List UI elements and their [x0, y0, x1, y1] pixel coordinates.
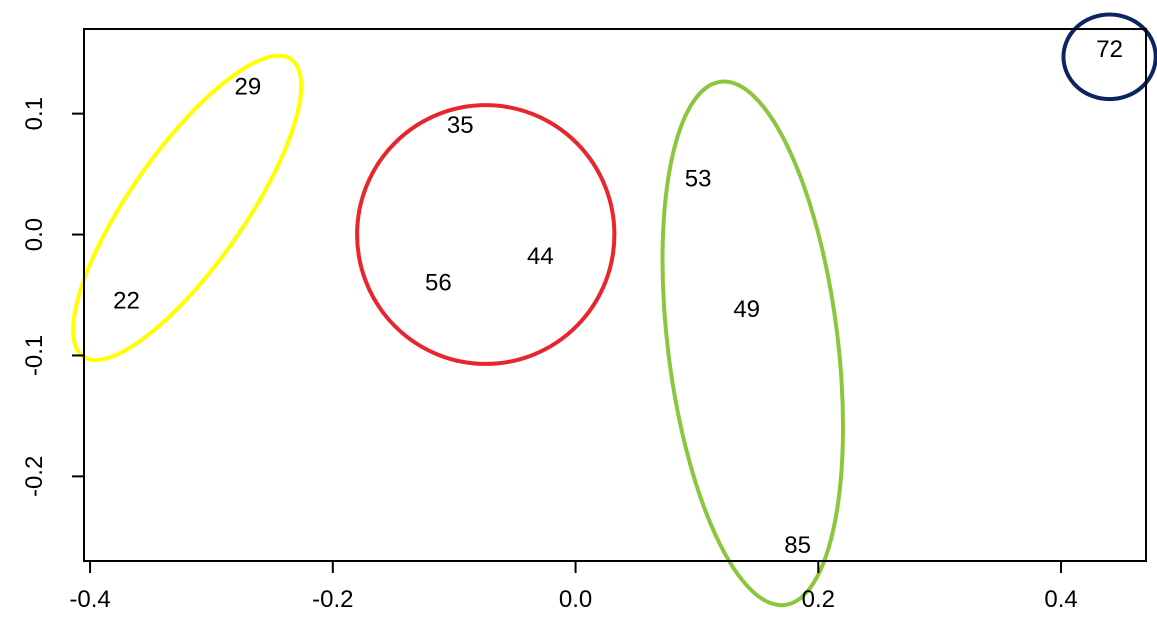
x-axis: -0.4 -0.2 0.0 0.2 0.4 — [69, 561, 1078, 613]
y-tick-label: 0.1 — [21, 97, 48, 130]
point-label: 35 — [447, 112, 474, 139]
point-label: 44 — [527, 243, 554, 270]
y-tick-label: 0.0 — [21, 218, 48, 251]
point-label: 53 — [685, 165, 712, 192]
y-tick-label: -0.1 — [21, 335, 48, 376]
point-label: 72 — [1096, 36, 1123, 63]
point-label: 56 — [425, 269, 452, 296]
cluster-ellipse — [660, 79, 845, 608]
x-tick-label: 0.0 — [559, 586, 592, 613]
point-label: 49 — [733, 296, 760, 323]
x-tick-label: -0.4 — [69, 586, 110, 613]
point-label: 85 — [784, 532, 811, 559]
cluster-ellipse — [1061, 12, 1157, 102]
y-axis: -0.2 -0.1 0.0 0.1 — [21, 97, 84, 497]
point-labels: 29 22 35 56 44 53 49 85 72 — [113, 36, 1123, 559]
plot-frame — [83, 28, 1147, 562]
point-label: 29 — [234, 74, 261, 101]
point-label: 22 — [113, 288, 140, 315]
x-tick-label: 0.4 — [1044, 586, 1077, 613]
y-tick-label: -0.2 — [21, 456, 48, 497]
x-tick-label: 0.2 — [802, 586, 835, 613]
x-tick-label: -0.2 — [312, 586, 353, 613]
cluster-ellipse — [71, 53, 304, 363]
cluster-ellipse — [355, 103, 617, 366]
cluster-ellipses — [71, 12, 1157, 608]
